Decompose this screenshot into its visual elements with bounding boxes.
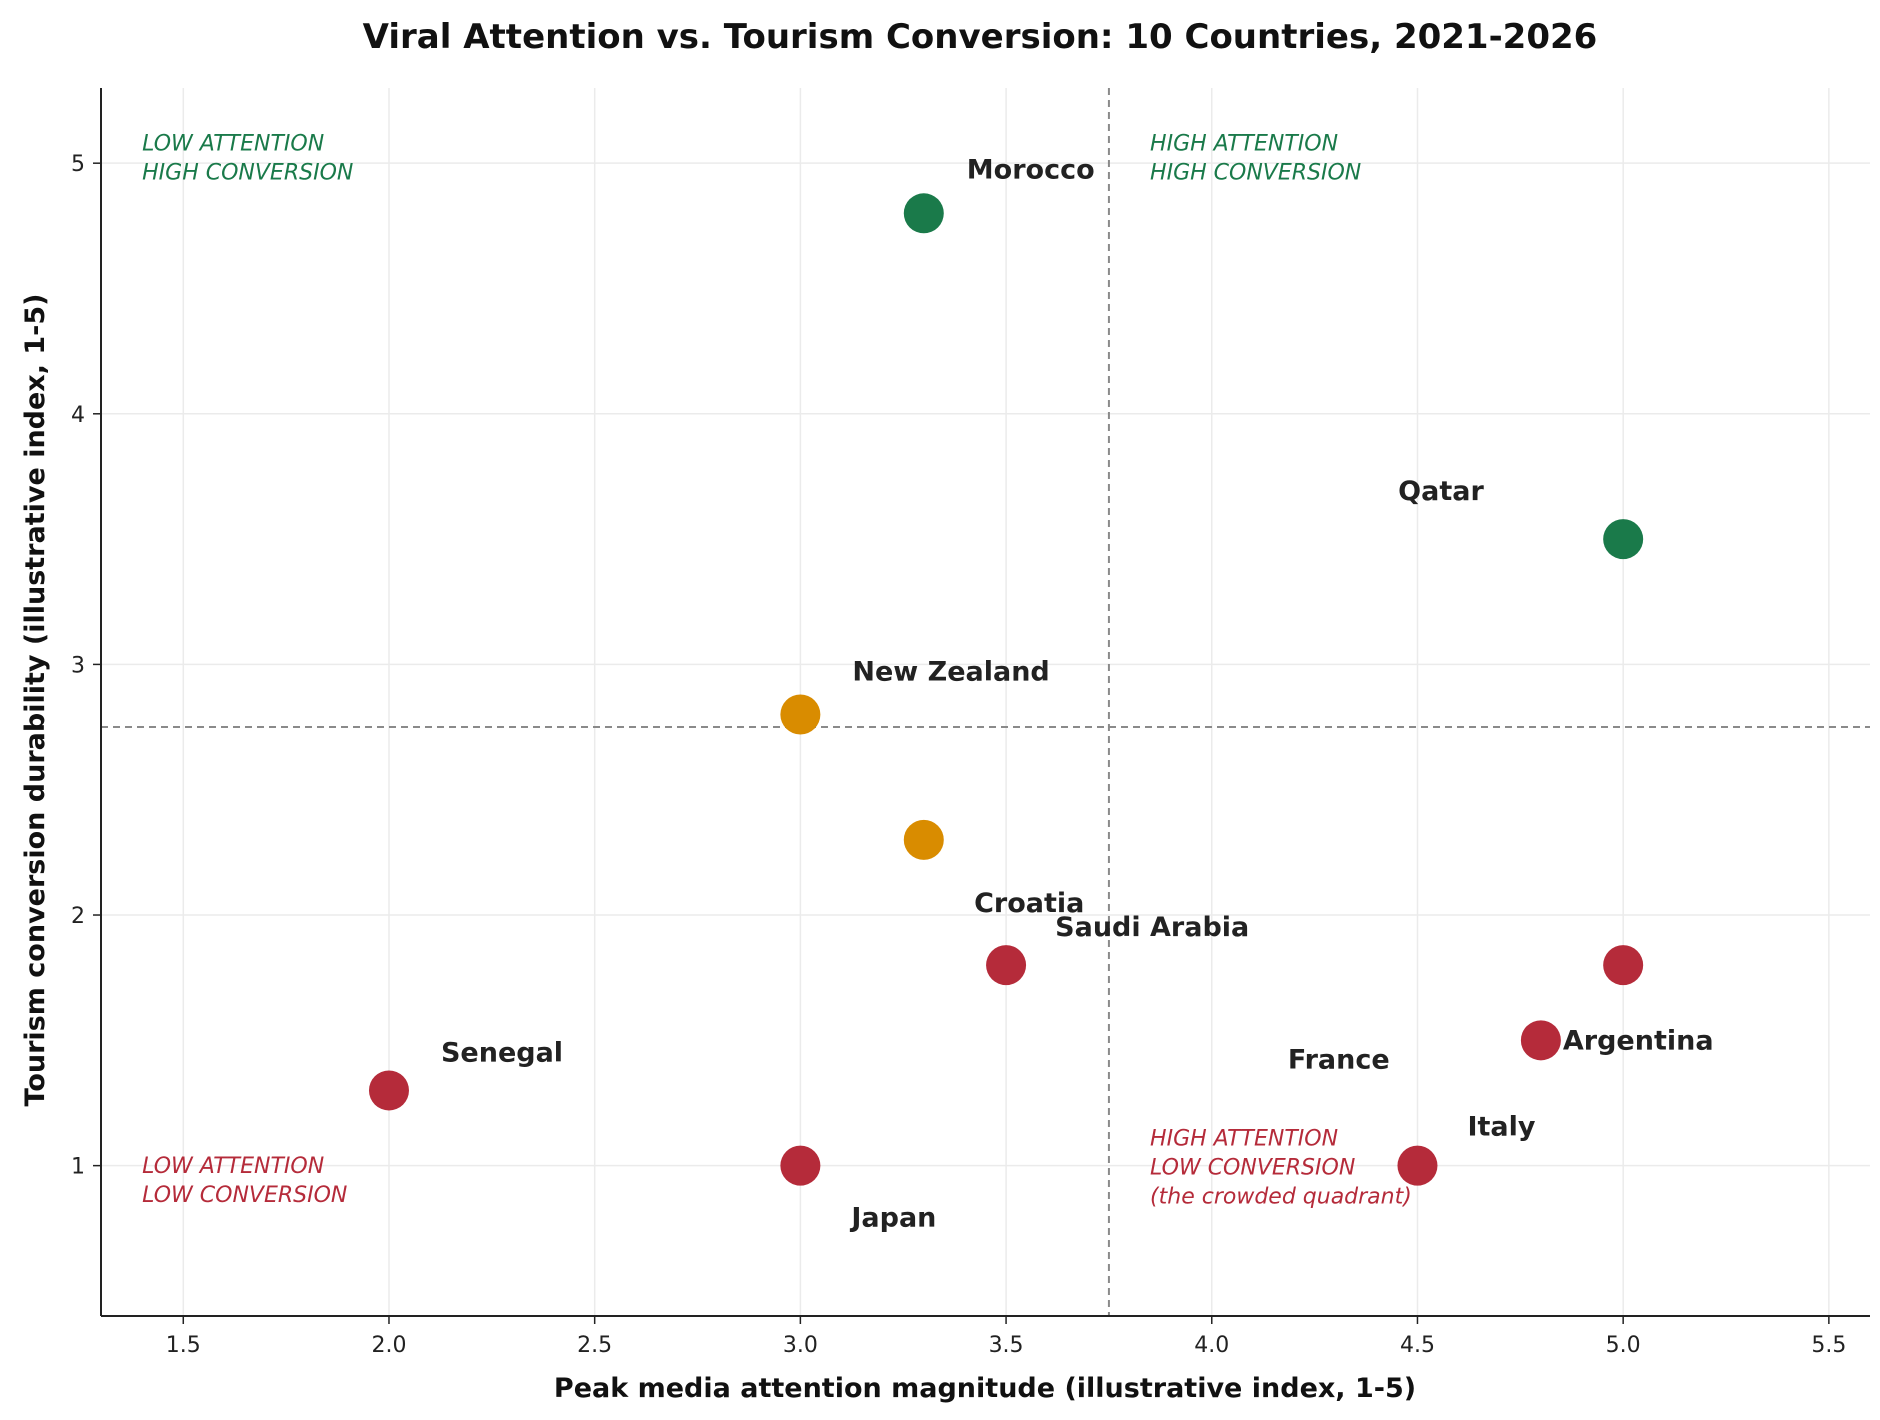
x-axis-label: Peak media attention magnitude (illustra… xyxy=(554,1373,1416,1404)
quadrant-label-line: LOW CONVERSION xyxy=(1150,1156,1355,1181)
x-tick-label: 2.0 xyxy=(371,1333,406,1358)
x-tick-label: 2.5 xyxy=(577,1333,612,1358)
quadrant-label-line: HIGH ATTENTION xyxy=(1150,132,1338,157)
point-label: Saudi Arabia xyxy=(1055,912,1249,943)
scatter-point xyxy=(903,819,944,860)
quadrant-label-line: LOW ATTENTION xyxy=(142,132,324,157)
y-tick-label: 5 xyxy=(71,152,85,177)
point-label: New Zealand xyxy=(852,657,1049,688)
grid xyxy=(101,88,1870,1316)
scatter-points xyxy=(368,193,1644,1186)
point-label: Argentina xyxy=(1563,1025,1714,1056)
scatter-point xyxy=(368,1070,409,1111)
point-label: France xyxy=(1288,1044,1390,1075)
scatter-point xyxy=(986,945,1027,986)
x-tick-label: 3.5 xyxy=(989,1333,1024,1358)
scatter-point xyxy=(1397,1145,1438,1186)
quadrant-label: LOW ATTENTION HIGH CONVERSION xyxy=(142,132,353,186)
scatter-point xyxy=(1603,945,1644,986)
point-label: Italy xyxy=(1467,1112,1535,1143)
quadrant-label-line: HIGH CONVERSION xyxy=(1150,161,1361,186)
y-tick-label: 1 xyxy=(71,1155,85,1180)
quadrant-label-line: HIGH CONVERSION xyxy=(142,161,353,186)
y-tick-label: 2 xyxy=(71,904,85,929)
point-label: Japan xyxy=(849,1203,936,1234)
threshold-lines xyxy=(101,88,1870,1316)
axes: 1.5 2.0 2.5 3.0 3.5 4.0 4.5 5.0 5.5 1 2 3 4 5 xyxy=(71,88,1870,1358)
y-axis-label: Tourism conversion durability (illustrat… xyxy=(20,294,51,1107)
x-tick-label: 5.5 xyxy=(1811,1333,1846,1358)
point-label: Morocco xyxy=(967,154,1095,185)
x-tick-label: 5.0 xyxy=(1606,1333,1641,1358)
x-tick-label: 1.5 xyxy=(166,1333,201,1358)
quadrant-label: HIGH ATTENTION LOW CONVERSION (the crowded… xyxy=(1150,1127,1412,1210)
chart-title: Viral Attention vs. Tourism Conversion: … xyxy=(363,17,1598,57)
quadrant-label-line: LOW CONVERSION xyxy=(142,1183,347,1208)
quadrant-label-line: LOW ATTENTION xyxy=(142,1154,324,1179)
scatter-point xyxy=(780,694,821,735)
scatter-point xyxy=(1603,519,1644,560)
quadrant-label-line: HIGH ATTENTION xyxy=(1150,1127,1338,1152)
point-label: Croatia xyxy=(974,888,1084,919)
point-label: Qatar xyxy=(1398,476,1484,507)
quadrant-label: LOW ATTENTION LOW CONVERSION xyxy=(142,1154,347,1208)
x-tick-label: 4.5 xyxy=(1400,1333,1435,1358)
scatter-point xyxy=(780,1145,821,1186)
quadrant-label: HIGH ATTENTION HIGH CONVERSION xyxy=(1150,132,1361,186)
point-label: Senegal xyxy=(441,1037,563,1068)
x-tick-label: 3.0 xyxy=(783,1333,818,1358)
y-tick-label: 3 xyxy=(71,653,85,678)
y-tick-label: 4 xyxy=(71,403,85,428)
quadrant-label-line: (the crowded quadrant) xyxy=(1150,1185,1412,1210)
scatter-point xyxy=(1520,1020,1561,1061)
scatter-point xyxy=(903,193,944,234)
x-tick-label: 4.0 xyxy=(1194,1333,1229,1358)
